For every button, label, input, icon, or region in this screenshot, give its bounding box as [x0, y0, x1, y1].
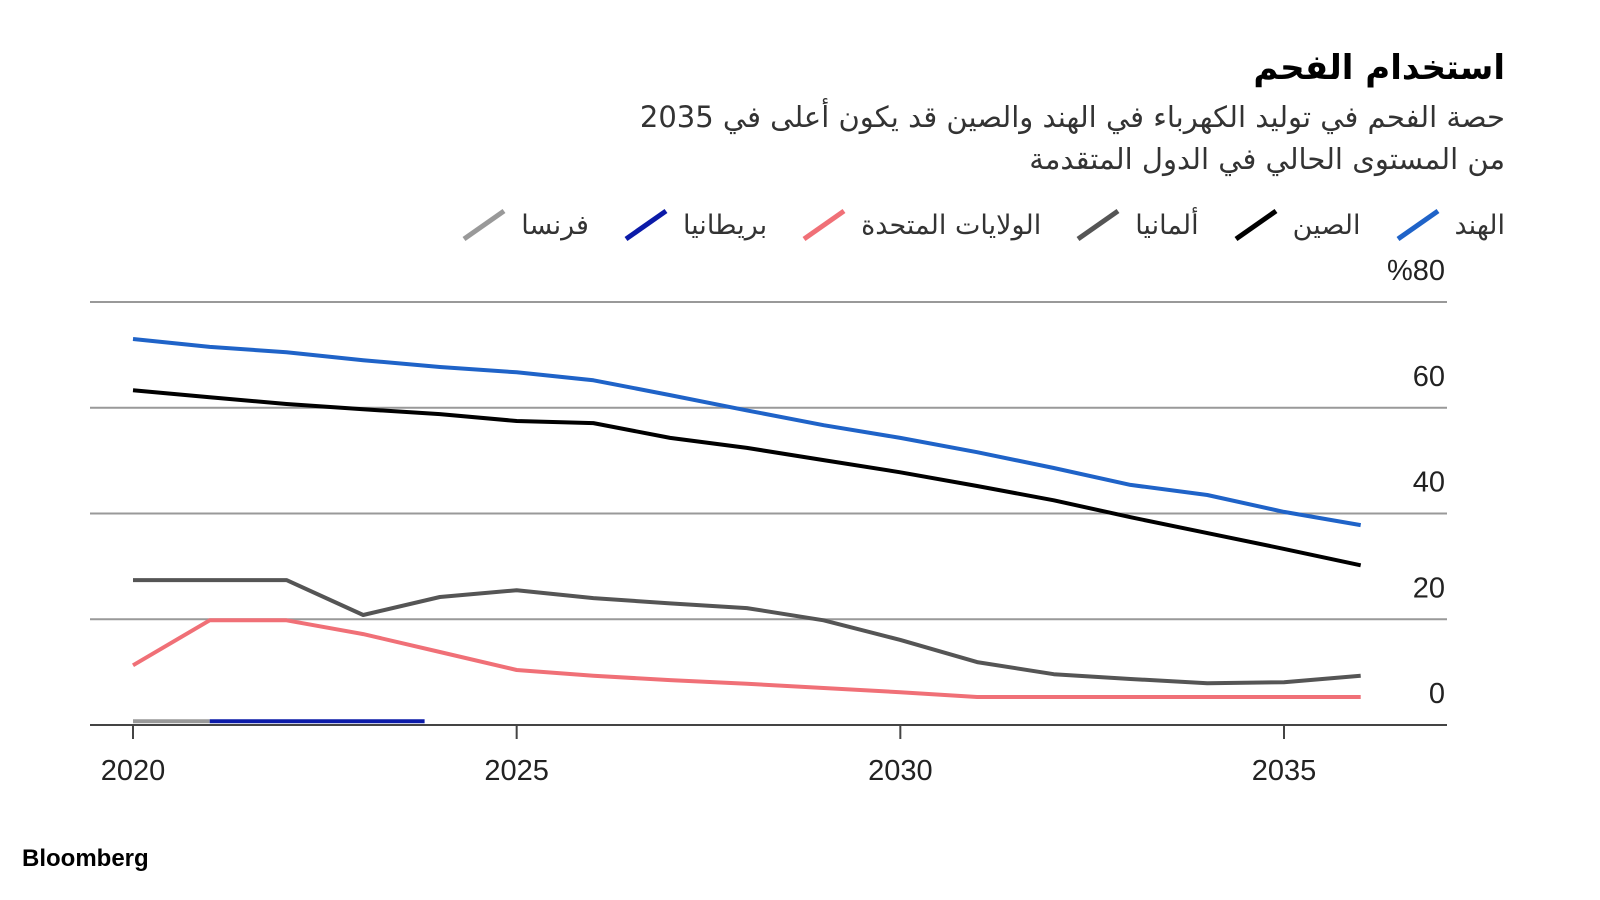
x-tick-label: 2035: [1252, 755, 1317, 787]
legend-swatch-line: [1234, 208, 1278, 242]
legend-label: الصين: [1292, 209, 1361, 241]
legend-swatch: [624, 208, 668, 242]
legend-item: بريطانيا: [623, 208, 767, 242]
legend-swatch-line: [1076, 208, 1120, 242]
y-tick-label: 60: [1413, 361, 1445, 393]
legend-item: الصين: [1233, 208, 1361, 242]
y-tick-label: 20: [1413, 572, 1445, 604]
legend-swatch-line: [624, 208, 668, 242]
legend-label: بريطانيا: [682, 209, 768, 241]
legend-item: الولايات المتحدة: [801, 208, 1041, 242]
x-tick-label: 2025: [484, 755, 549, 787]
y-tick-label: 0: [1429, 678, 1445, 710]
legend-swatch: [1396, 208, 1439, 242]
legend: الهند الصين ألمانيا الولايات المتحدة بريطاني…: [461, 208, 1505, 242]
legend-label: الهند: [1454, 209, 1506, 241]
series-line: [132, 388, 1362, 568]
legend-swatch-line: [1396, 208, 1439, 242]
subtitle: حصة الفحم في توليد الكهرباء في الهند وال…: [639, 100, 1505, 134]
x-tick-label: 2020: [101, 755, 166, 787]
legend-label: ألمانيا: [1135, 209, 1199, 241]
series-line: [131, 618, 1361, 699]
series-line: [133, 578, 1361, 686]
y-tick-label: %80: [1387, 255, 1445, 287]
legend-label: الولايات المتحدة: [861, 209, 1042, 241]
legend-swatch: [802, 208, 846, 242]
legend-swatch: [1076, 208, 1120, 242]
legend-swatch-line: [802, 208, 846, 242]
series-line: [132, 337, 1362, 528]
chart-title: استخدام الفحم: [1253, 48, 1505, 88]
legend-swatch-line: [462, 208, 506, 242]
legend-swatch: [1234, 208, 1278, 242]
source: Bloomberg: [22, 845, 149, 872]
legend-item: فرنسا: [461, 208, 589, 242]
legend-swatch: [462, 208, 506, 242]
legend-item: الهند: [1395, 208, 1506, 242]
legend-item: ألمانيا: [1075, 208, 1199, 242]
y-tick-label: 40: [1413, 467, 1445, 499]
x-tick-label: 2030: [868, 755, 933, 787]
subtitle: من المستوى الحالي في الدول المتقدمة: [1029, 142, 1505, 176]
legend-label: فرنسا: [521, 209, 589, 241]
